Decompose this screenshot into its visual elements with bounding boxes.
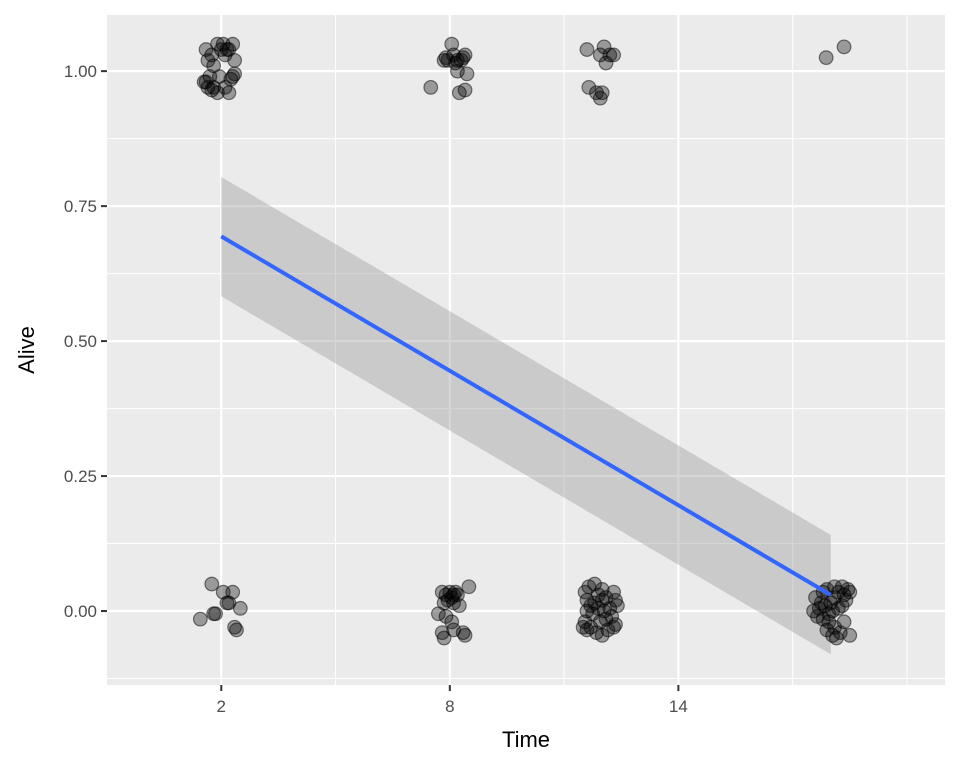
x-tick-label: 2 [217, 697, 226, 716]
major-gridlines [107, 15, 945, 685]
data-point [208, 606, 223, 622]
data-point [842, 627, 858, 643]
data-point [223, 71, 239, 87]
data-point [219, 42, 235, 57]
x-tick-label: 8 [445, 697, 454, 716]
x-axis-ticks: 2 8 14 [217, 685, 688, 716]
data-point [592, 90, 608, 106]
data-point [836, 39, 852, 55]
data-point [579, 42, 595, 57]
regression-line [220, 234, 832, 597]
y-tick-label: 0.25 [64, 467, 97, 486]
data-point [204, 82, 220, 98]
data-point [818, 50, 834, 66]
data-point [423, 79, 439, 95]
data-point [221, 595, 237, 611]
data-point [459, 66, 475, 82]
data-point [602, 47, 618, 63]
data-point [444, 36, 460, 52]
data-point [604, 609, 620, 624]
data-point [581, 79, 597, 95]
data-point [225, 584, 241, 600]
x-tick-label: 14 [669, 697, 688, 716]
data-point [438, 609, 454, 624]
data-point [229, 622, 244, 638]
data-point [457, 82, 473, 98]
data-point [430, 606, 446, 622]
data-point [577, 614, 593, 630]
y-tick-label: 0.00 [64, 602, 97, 621]
plot-panel [107, 15, 945, 685]
data-point [809, 609, 825, 624]
y-tick-label: 1.00 [64, 62, 97, 81]
data-point [451, 598, 467, 614]
data-point [832, 625, 848, 641]
data-point [436, 630, 452, 646]
data-point [587, 576, 602, 592]
y-tick-label: 0.75 [64, 197, 97, 216]
data-point [213, 42, 229, 57]
data-point [596, 39, 612, 55]
data-point [455, 50, 471, 66]
data-point [221, 85, 237, 101]
minor-gridlines [107, 15, 945, 685]
data-points [192, 36, 858, 646]
data-point [204, 576, 220, 592]
x-axis-title: Time [502, 727, 550, 752]
data-point [448, 55, 463, 71]
data-point [598, 55, 614, 71]
data-point [457, 627, 473, 643]
data-point [594, 592, 610, 608]
data-point [200, 52, 216, 68]
data-point [211, 69, 227, 84]
data-point [836, 614, 852, 630]
data-point [838, 592, 854, 608]
data-point [192, 611, 208, 627]
y-axis-title: Alive [14, 326, 39, 374]
y-tick-label: 0.50 [64, 332, 97, 351]
y-axis-ticks: 0.00 0.25 0.50 0.75 1.00 [64, 62, 107, 621]
data-point [461, 579, 477, 595]
data-point [823, 595, 839, 611]
data-point [440, 52, 456, 68]
data-point [587, 595, 602, 611]
